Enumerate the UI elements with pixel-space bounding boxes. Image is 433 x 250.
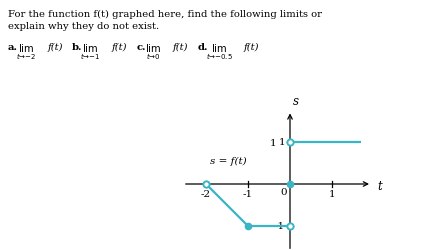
- Text: -1: -1: [243, 189, 253, 198]
- Text: $\lim_{t\to0}$: $\lim_{t\to0}$: [145, 43, 162, 62]
- Text: -2: -2: [201, 189, 211, 198]
- Text: $\lim_{t\to-0.5}$: $\lim_{t\to-0.5}$: [206, 43, 233, 62]
- Text: explain why they do not exist.: explain why they do not exist.: [8, 22, 159, 31]
- Text: t: t: [377, 180, 381, 193]
- Text: 1: 1: [329, 189, 335, 198]
- Text: -1: -1: [275, 222, 285, 230]
- Text: $\lim_{t\to-1}$: $\lim_{t\to-1}$: [80, 43, 100, 62]
- Text: s: s: [293, 95, 299, 108]
- Text: s = f(t): s = f(t): [210, 157, 247, 166]
- Text: For the function f(t) graphed here, find the following limits or: For the function f(t) graphed here, find…: [8, 10, 322, 19]
- Text: 1: 1: [278, 138, 285, 147]
- Text: f(t): f(t): [173, 43, 188, 52]
- Text: 0: 0: [281, 187, 287, 196]
- Text: b.: b.: [72, 43, 83, 52]
- Text: a.: a.: [8, 43, 18, 52]
- Text: f(t): f(t): [112, 43, 127, 52]
- Text: d.: d.: [198, 43, 209, 52]
- Text: f(t): f(t): [48, 43, 64, 52]
- Text: 1: 1: [269, 139, 276, 148]
- Text: c.: c.: [137, 43, 146, 52]
- Text: f(t): f(t): [244, 43, 259, 52]
- Text: $\lim_{t\to-2}$: $\lim_{t\to-2}$: [16, 43, 36, 62]
